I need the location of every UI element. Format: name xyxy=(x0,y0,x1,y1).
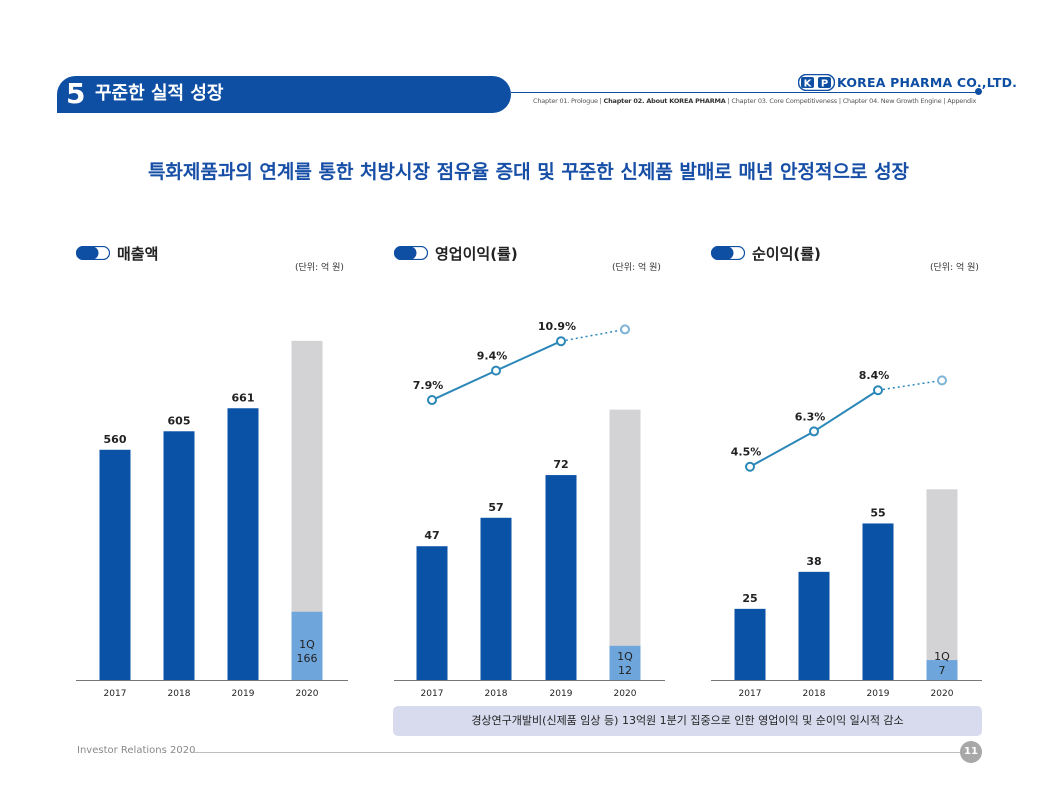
bar-2017 xyxy=(99,449,131,680)
bar-value-label-2020: 1Q 7 xyxy=(934,650,950,677)
bar-2019 xyxy=(227,408,259,680)
x-tick-label-2017: 2017 xyxy=(104,689,127,699)
toggle-icon xyxy=(76,246,110,260)
margin-label-2017: 7.9% xyxy=(413,379,444,392)
chapter-link-4[interactable]: Chapter 04. New Growth Engine xyxy=(842,97,942,105)
margin-point-2018 xyxy=(809,426,819,437)
chapter-link-3[interactable]: Chapter 03. Core Competitiveness xyxy=(731,97,837,105)
bar-value-label-2018: 38 xyxy=(806,555,821,568)
bar-2020 xyxy=(291,611,323,680)
company-name: KOREA PHARMA CO.,LTD. xyxy=(837,75,1018,90)
bar-2018 xyxy=(798,571,830,680)
x-tick-label-2019: 2019 xyxy=(867,689,890,699)
x-tick-label-2019: 2019 xyxy=(232,689,255,699)
page-headline: 특화제품과의 연계를 통한 처방시장 점유율 증대 및 꾸준한 신제품 발매로 … xyxy=(147,161,910,183)
bar-2019 xyxy=(862,523,894,680)
bar-value-label-2020: 1Q 166 xyxy=(297,638,318,665)
section-banner xyxy=(57,76,511,113)
toggle-icon xyxy=(394,246,428,260)
bar-value-label-2019: 55 xyxy=(870,506,885,519)
section-number: 5 xyxy=(66,77,86,110)
bar-2020 xyxy=(926,660,958,680)
chart-unit-revenue: (단위: 억 원) xyxy=(295,263,344,273)
chapter-separator: | xyxy=(597,97,604,105)
x-tick-label-2017: 2017 xyxy=(421,689,444,699)
margin-point-2019 xyxy=(873,385,883,396)
bar-projection-2020 xyxy=(926,489,958,680)
company-logo-icon: K P xyxy=(798,74,835,91)
bar-2017 xyxy=(416,546,448,680)
chart-title-operating-profit: 영업이익(률) xyxy=(435,245,518,263)
bar-2019 xyxy=(545,475,577,680)
x-tick-label-2020: 2020 xyxy=(931,689,954,699)
bar-2018 xyxy=(480,517,512,680)
bar-value-label-2019: 72 xyxy=(553,458,568,471)
bar-value-label-2020: 1Q 12 xyxy=(617,650,633,677)
x-tick-label-2018: 2018 xyxy=(168,689,191,699)
note-callout: 경상연구개발비(신제품 임상 등) 13억원 1분기 집중으로 인한 영업이익 … xyxy=(393,706,982,736)
chapter-separator: | xyxy=(836,97,843,105)
margin-label-2019: 8.4% xyxy=(859,369,890,382)
margin-label-2017: 4.5% xyxy=(731,446,762,459)
logo-letter-p: P xyxy=(821,78,828,89)
margin-label-2019: 10.9% xyxy=(538,320,576,333)
bar-value-label-2018: 605 xyxy=(168,414,191,427)
section-title: 꾸준한 실적 성장 xyxy=(95,83,224,104)
bar-2020 xyxy=(609,645,641,680)
margin-point-2020 xyxy=(937,375,947,386)
bar-value-label-2017: 47 xyxy=(424,529,439,542)
margin-point-2017 xyxy=(427,395,437,406)
chart-unit-operating-profit: (단위: 억 원) xyxy=(612,263,661,273)
chart-unit-net-income: (단위: 억 원) xyxy=(930,263,979,273)
chart-title-net-income: 순이익(률) xyxy=(752,245,821,263)
x-tick-label-2018: 2018 xyxy=(803,689,826,699)
x-tick-label-2020: 2020 xyxy=(614,689,637,699)
footer-text: Investor Relations 2020 xyxy=(77,745,196,756)
bar-value-label-2018: 57 xyxy=(488,501,503,514)
chapter-separator: | xyxy=(941,97,948,105)
x-tick-label-2019: 2019 xyxy=(550,689,573,699)
header-rule-dot xyxy=(975,88,982,95)
x-tick-label-2017: 2017 xyxy=(739,689,762,699)
x-tick-label-2020: 2020 xyxy=(296,689,319,699)
bar-value-label-2017: 560 xyxy=(104,433,127,446)
margin-point-2017 xyxy=(745,461,755,472)
margin-label-2018: 6.3% xyxy=(795,410,826,423)
bar-2017 xyxy=(734,608,766,680)
bar-value-label-2019: 661 xyxy=(232,391,255,404)
chart-title-revenue: 매출액 xyxy=(117,245,159,263)
header-rule xyxy=(511,92,979,93)
bar-value-label-2017: 25 xyxy=(742,592,757,605)
margin-point-2019 xyxy=(556,336,566,347)
margin-line-projection xyxy=(560,328,626,342)
page-number: 11 xyxy=(960,741,982,763)
chapter-link-5[interactable]: Appendix xyxy=(947,97,977,105)
bar-2018 xyxy=(163,431,195,680)
chapter-navigation: Chapter 01. Prologue | Chapter 02. About… xyxy=(533,97,976,105)
margin-label-2018: 9.4% xyxy=(477,350,508,363)
chapter-link-2[interactable]: Chapter 02. About KOREA PHARMA xyxy=(603,97,726,105)
x-tick-label-2018: 2018 xyxy=(485,689,508,699)
footer-rule xyxy=(193,752,963,753)
chapter-separator: | xyxy=(725,97,732,105)
logo-letter-k: K xyxy=(804,78,813,89)
margin-point-2020 xyxy=(620,324,630,335)
bar-projection-2020 xyxy=(609,409,641,680)
toggle-icon xyxy=(711,246,745,260)
margin-point-2018 xyxy=(491,365,501,376)
chapter-link-1[interactable]: Chapter 01. Prologue xyxy=(533,97,598,105)
margin-line-projection xyxy=(877,379,943,391)
